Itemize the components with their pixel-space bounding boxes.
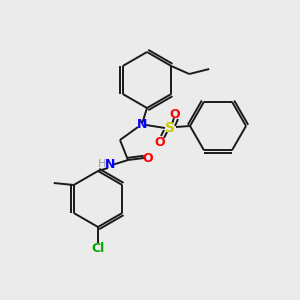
Text: O: O (170, 107, 180, 121)
Text: O: O (155, 136, 165, 148)
Text: Cl: Cl (92, 242, 105, 254)
Text: H: H (98, 159, 106, 169)
Text: S: S (165, 121, 175, 135)
Text: N: N (137, 118, 147, 130)
Text: O: O (143, 152, 153, 164)
Text: N: N (105, 158, 115, 170)
